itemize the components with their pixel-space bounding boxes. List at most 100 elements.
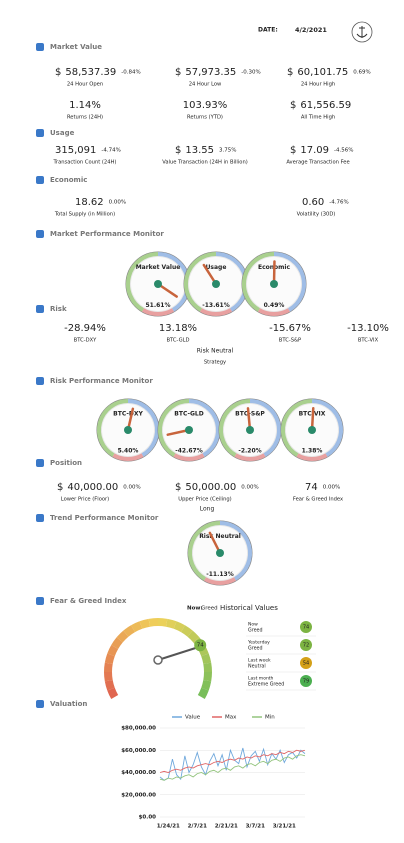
section-icon — [36, 459, 44, 467]
history-bubble — [300, 639, 312, 651]
fg-band — [104, 653, 115, 665]
fg-bubble — [194, 639, 207, 652]
currency: $ — [290, 145, 296, 156]
fg-band — [180, 625, 193, 637]
series-line — [159, 749, 306, 773]
y-tick-label: $80,000.00 — [121, 726, 156, 732]
fg-value: 74 — [197, 643, 204, 649]
metric-change: -0.30% — [241, 70, 260, 76]
logo — [351, 21, 373, 43]
section-icon — [36, 43, 44, 51]
gauge-band — [142, 308, 174, 316]
section-title: Market Value — [50, 43, 102, 51]
direction: Long — [200, 506, 215, 513]
series-line — [159, 754, 306, 781]
gauge-band — [200, 308, 232, 316]
metric-change: -4.56% — [334, 148, 353, 154]
gauge-band — [97, 399, 129, 457]
fg-band — [173, 621, 185, 633]
metric-value: 40,000.00 — [67, 482, 118, 493]
history-class: Neutral — [248, 664, 266, 670]
metric-label: Average Transaction Fee — [286, 160, 349, 166]
metric-change: -0.84% — [121, 70, 140, 76]
metric-label: Returns (24H) — [67, 115, 103, 121]
section-title: Position — [50, 459, 82, 467]
fg-band — [165, 618, 177, 629]
fg-band — [107, 687, 119, 699]
gauge-band — [242, 252, 275, 312]
gauge-band — [249, 399, 281, 457]
strategy: Risk Neutral — [197, 348, 234, 355]
section-title: Risk — [50, 305, 67, 313]
history-class: Extreme Greed — [248, 682, 284, 688]
fg-band — [187, 630, 200, 643]
section-title: Risk Performance Monitor — [50, 377, 153, 385]
history-class: Greed — [248, 646, 263, 652]
x-tick-label: 1/24/21 — [157, 824, 180, 830]
gauge-hub — [308, 426, 316, 434]
fg-band — [104, 662, 113, 673]
gauge-band — [127, 399, 159, 457]
x-tick-label: 3/7/21 — [246, 824, 265, 830]
legend-label: Max — [225, 715, 237, 721]
section-title: Economic — [50, 176, 87, 184]
section-icon — [36, 377, 44, 385]
history-bubble — [300, 657, 312, 669]
metric-change: 0.00% — [241, 485, 258, 491]
fg-band — [203, 671, 212, 682]
metric-value: 1.14% — [69, 100, 101, 111]
metric-value: 61,556.59 — [300, 100, 351, 111]
metric-label: Volatility (30D) — [297, 212, 336, 218]
x-tick-label: 2/21/21 — [215, 824, 238, 830]
y-tick-label: $20,000.00 — [121, 792, 156, 798]
gauge-band — [188, 521, 221, 581]
currency: $ — [175, 482, 181, 493]
gauge-band — [234, 453, 266, 461]
date: 4/2/2021 — [295, 26, 327, 34]
section-icon — [36, 230, 44, 238]
gauge-band — [219, 399, 251, 457]
metric-value: 58,537.39 — [65, 67, 116, 78]
gauge-hub — [124, 426, 132, 434]
metric-label: BTC-DXY — [74, 338, 97, 344]
gauge-name: Market Value — [136, 264, 181, 271]
metric-label: All Time High — [301, 115, 335, 121]
section-title: Fear & Greed Index — [50, 597, 127, 605]
y-tick-label: $0.00 — [139, 815, 157, 821]
metric-label: Value Transaction (24H in Billion) — [162, 160, 248, 166]
gauge-band — [112, 453, 144, 461]
fg-band — [111, 637, 123, 650]
fg-band — [116, 630, 129, 643]
metric-change: 0.00% — [109, 200, 126, 206]
section-icon — [36, 700, 44, 708]
metric-change: -4.74% — [101, 148, 120, 154]
metric-change: 3.75% — [219, 148, 236, 154]
gauge-hub — [154, 280, 162, 288]
fg-band — [107, 645, 119, 657]
metric-value: 74 — [305, 482, 318, 493]
metric-value: 18.62 — [75, 197, 104, 208]
fg-history-title: Historical Values — [220, 604, 278, 612]
gauge-reading: 5.40% — [118, 447, 139, 454]
metric-value: 103.93% — [183, 100, 228, 111]
metric-label: BTC-S&P — [279, 338, 301, 344]
legend-label: Min — [265, 715, 275, 721]
metric-value: 315,091 — [55, 145, 96, 156]
metric-change: 0.00% — [123, 485, 140, 491]
gauge-band — [188, 399, 220, 457]
metric-label: Returns (YTD) — [187, 115, 223, 121]
fg-band — [123, 625, 136, 637]
fg-band — [104, 671, 113, 682]
gauge-band — [173, 453, 205, 461]
currency: $ — [57, 482, 63, 493]
metric-change: 0.00% — [323, 485, 340, 491]
metric-value: -13.10% — [347, 323, 389, 334]
currency: $ — [175, 145, 181, 156]
gauge-hub — [212, 280, 220, 288]
section-title: Market Performance Monitor — [50, 230, 164, 238]
metric-label: 24 Hour High — [301, 82, 335, 88]
section-icon — [36, 129, 44, 137]
section-title: Trend Performance Monitor — [50, 514, 159, 522]
history-value: 54 — [303, 661, 309, 667]
fg-hub — [153, 655, 163, 665]
